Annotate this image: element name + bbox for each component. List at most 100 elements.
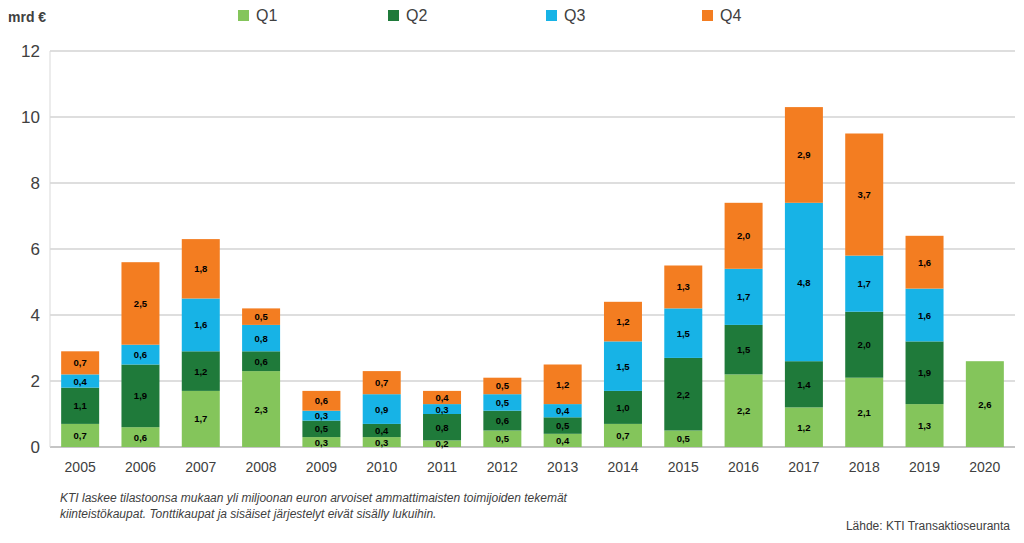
legend-label: Q4: [720, 7, 741, 24]
data-label: 1,2: [797, 422, 810, 433]
bar-segment: [966, 361, 1004, 447]
data-label: 1,5: [616, 361, 630, 372]
bar-segment: [544, 365, 582, 405]
bar-segment: [544, 404, 582, 417]
x-tick-label: 2007: [185, 459, 216, 475]
bar-segment: [604, 424, 642, 447]
data-label: 0,4: [375, 425, 389, 436]
x-tick-label: 2018: [849, 459, 880, 475]
bar-segment: [906, 404, 944, 447]
bar-segment: [604, 302, 642, 342]
legend-label: Q3: [564, 7, 585, 24]
bar-segment: [785, 361, 823, 407]
bar-segment: [121, 345, 159, 365]
y-tick-label: 2: [31, 372, 40, 391]
data-label: 0,4: [556, 435, 570, 446]
data-label: 2,0: [858, 339, 871, 350]
x-tick-label: 2017: [788, 459, 819, 475]
bar-segment: [121, 427, 159, 447]
data-label: 0,8: [254, 333, 267, 344]
x-tick-label: 2020: [969, 459, 1000, 475]
data-label: 2,9: [797, 149, 810, 160]
data-labels: 0,70,61,72,30,30,30,20,50,40,70,52,21,22…: [74, 149, 992, 449]
bar-segment: [423, 391, 461, 404]
data-label: 1,2: [616, 316, 629, 327]
data-label: 0,5: [315, 423, 329, 434]
bar-segment: [725, 325, 763, 375]
bar-segment: [302, 391, 340, 411]
data-label: 0,3: [375, 437, 388, 448]
data-label: 0,7: [375, 377, 388, 388]
data-label: 0,8: [435, 422, 448, 433]
x-tick-label: 2016: [728, 459, 759, 475]
bar-segment: [845, 378, 883, 447]
bar-segment: [242, 371, 280, 447]
x-tick-label: 2014: [607, 459, 638, 475]
data-label: 1,8: [194, 263, 207, 274]
data-label: 0,6: [254, 356, 267, 367]
bar-segment: [604, 391, 642, 424]
data-label: 2,5: [134, 298, 148, 309]
bar-segment: [483, 394, 521, 411]
x-tick-label: 2013: [547, 459, 578, 475]
bar-segment: [182, 239, 220, 298]
bar-segment: [423, 414, 461, 440]
data-label: 0,4: [435, 392, 449, 403]
data-label: 2,2: [677, 389, 690, 400]
data-label: 1,2: [194, 366, 207, 377]
data-label: 0,7: [74, 357, 87, 368]
source: Lähde: KTI Transaktioseuranta: [846, 519, 1010, 533]
legend: Q1Q2Q3Q4: [238, 7, 741, 24]
bar-segment: [785, 203, 823, 361]
bar-segment: [725, 203, 763, 269]
footnote: KTI laskee tilastoonsa mukaan yli miljoo…: [60, 491, 568, 505]
bar-segment: [483, 431, 521, 448]
bar-segment: [845, 134, 883, 256]
data-label: 0,7: [616, 430, 629, 441]
data-label: 0,5: [677, 433, 691, 444]
chart: 024681012mrd €0,70,61,72,30,30,30,20,50,…: [0, 0, 1024, 543]
y-tick-label: 0: [31, 438, 40, 457]
legend-swatch: [388, 10, 399, 21]
data-label: 1,6: [194, 319, 207, 330]
bar-segment: [785, 407, 823, 447]
bar-segment: [363, 424, 401, 437]
data-label: 0,5: [496, 380, 510, 391]
bar-segment: [121, 262, 159, 345]
bar-segment: [664, 431, 702, 448]
data-label: 2,2: [737, 405, 750, 416]
bar-segment: [544, 434, 582, 447]
bar-segment: [182, 299, 220, 352]
bar-segment: [182, 391, 220, 447]
data-label: 0,9: [375, 404, 388, 415]
data-label: 1,2: [556, 379, 569, 390]
data-label: 1,6: [918, 257, 931, 268]
data-label: 0,5: [254, 311, 268, 322]
bar-segment: [242, 308, 280, 325]
bar-segment: [664, 358, 702, 431]
data-label: 0,3: [435, 404, 448, 415]
y-tick-label: 8: [31, 174, 40, 193]
bar-segment: [604, 341, 642, 391]
bar-segment: [906, 289, 944, 342]
grid-line: [50, 50, 1015, 51]
footnote: kiinteistökaupat. Tonttikaupat ja sisäis…: [60, 507, 436, 521]
data-label: 1,5: [677, 328, 691, 339]
data-label: 1,4: [797, 379, 811, 390]
bar-segment: [363, 437, 401, 447]
data-label: 1,7: [737, 291, 750, 302]
data-label: 4,8: [797, 277, 810, 288]
bar-segment: [302, 421, 340, 438]
bar-segment: [785, 107, 823, 203]
bar-segment: [61, 374, 99, 387]
bar-segment: [302, 437, 340, 447]
x-tick-label: 2011: [427, 459, 457, 475]
data-label: 0,3: [315, 437, 328, 448]
grid-line: [50, 116, 1015, 117]
legend-label: Q2: [406, 7, 427, 24]
bar-segment: [363, 394, 401, 424]
x-tick-label: 2009: [306, 459, 337, 475]
data-label: 0,5: [496, 397, 510, 408]
data-label: 1,9: [918, 367, 931, 378]
data-label: 3,7: [858, 189, 871, 200]
